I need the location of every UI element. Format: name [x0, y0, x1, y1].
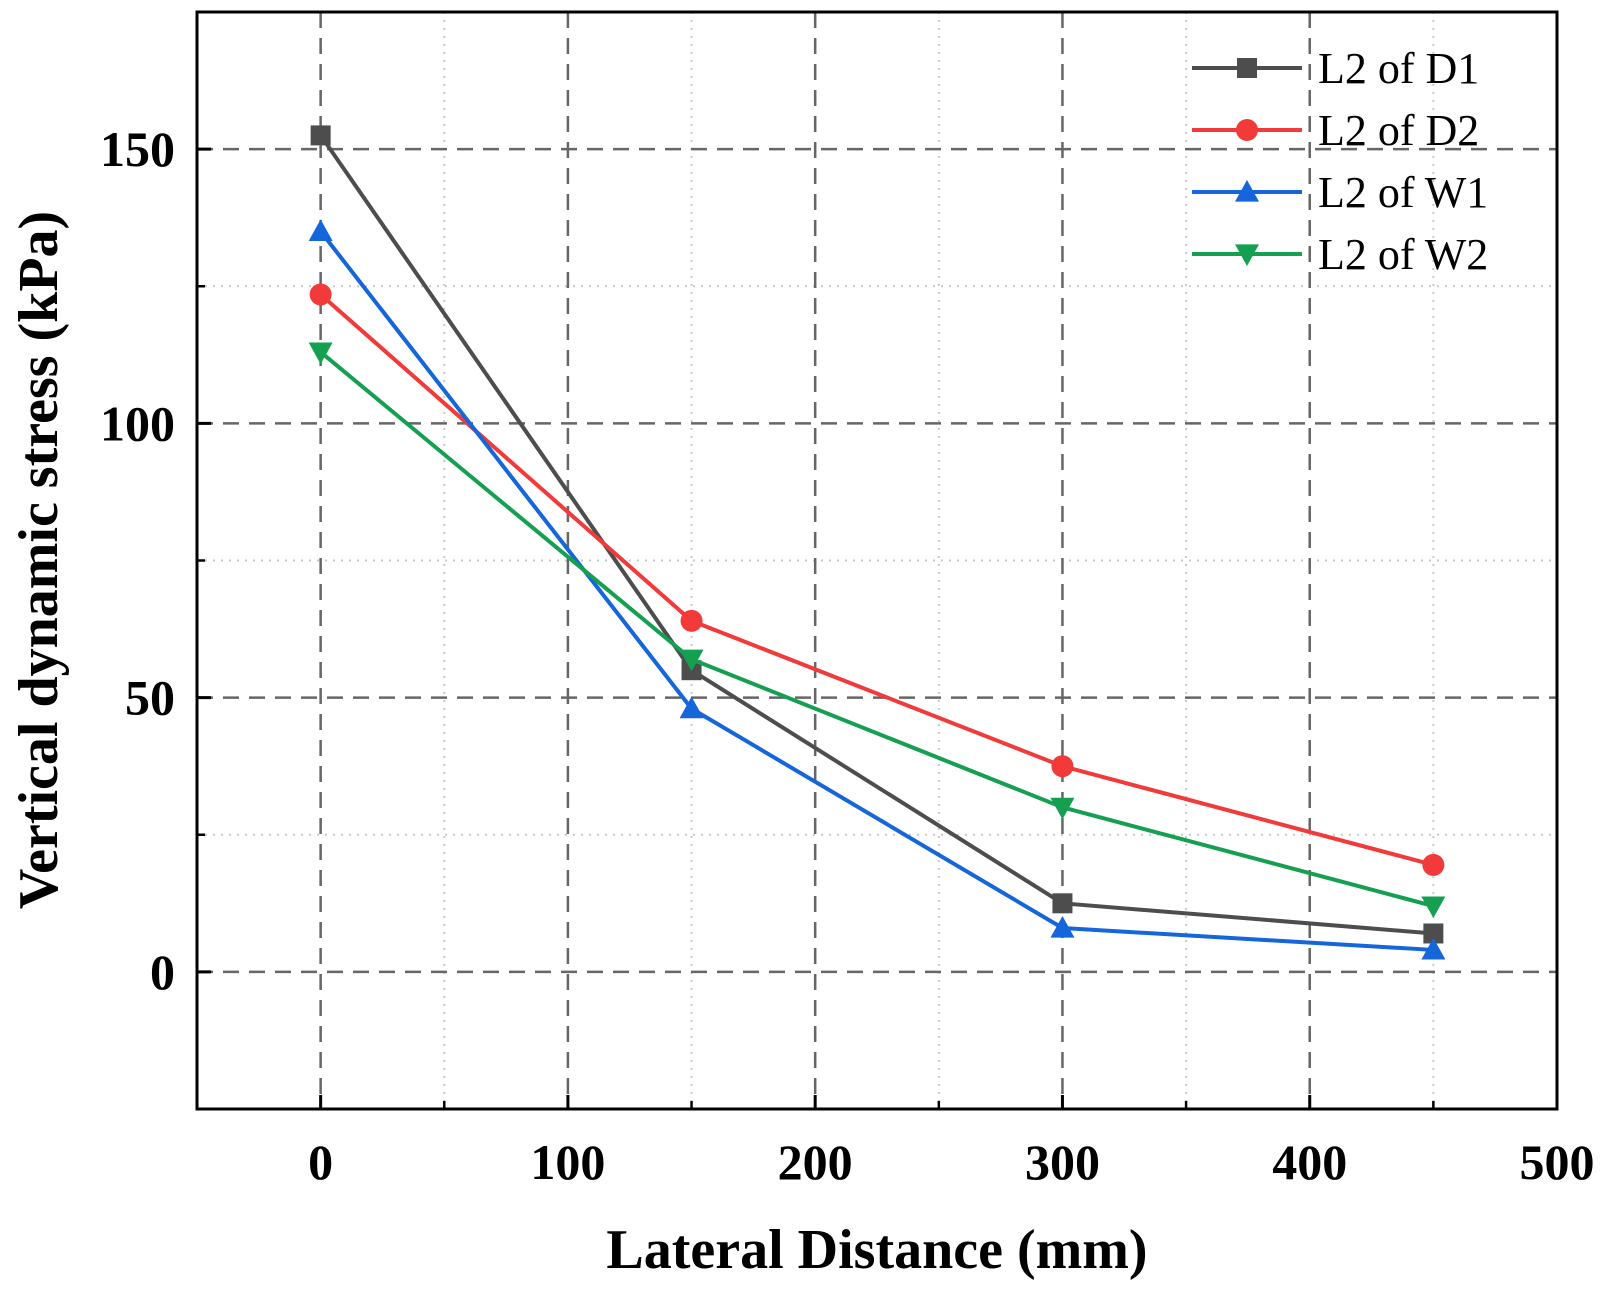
legend-label: L2 of D1: [1318, 44, 1479, 93]
legend-label: L2 of D2: [1318, 106, 1479, 155]
data-point: [679, 649, 704, 672]
legend-entry: L2 of D1: [1192, 44, 1479, 93]
data-point: [308, 219, 333, 241]
data-point: [308, 342, 333, 365]
data-point: [1050, 915, 1075, 938]
x-tick-label: 0: [308, 1134, 333, 1190]
grid-layer: [197, 12, 1557, 1109]
y-tick-label: 100: [100, 395, 175, 451]
legend-marker: [1235, 244, 1259, 266]
series-3: [308, 219, 1446, 960]
legend-marker: [1236, 119, 1258, 141]
data-point: [1423, 923, 1444, 944]
data-point: [1052, 893, 1073, 914]
data-point: [1421, 896, 1446, 919]
data-point: [310, 125, 331, 146]
series-line: [319, 292, 1434, 867]
data-point: [1051, 755, 1074, 778]
series-layer: [308, 125, 1446, 960]
data-point: [309, 283, 332, 306]
data-point: [1422, 853, 1445, 876]
x-tick-label: 300: [1025, 1134, 1100, 1190]
data-point: [679, 696, 704, 719]
legend-entry: L2 of D2: [1192, 106, 1479, 155]
x-tick-label: 500: [1520, 1134, 1595, 1190]
series-4: [308, 342, 1446, 919]
series-line: [319, 230, 1434, 952]
y-tick-label: 0: [150, 944, 175, 1000]
series-line: [318, 134, 1434, 936]
data-point: [680, 609, 703, 632]
data-point: [1050, 797, 1075, 820]
y-tick-label: 150: [100, 121, 175, 177]
data-point: [1421, 937, 1446, 960]
legend-entry: L2 of W1: [1192, 168, 1488, 217]
legend-label: L2 of W2: [1318, 230, 1488, 279]
x-tick-label: 100: [530, 1134, 605, 1190]
x-tick-label: 200: [778, 1134, 853, 1190]
x-axis-title: Lateral Distance (mm): [606, 1219, 1147, 1281]
x-tick-label: 400: [1272, 1134, 1347, 1190]
legend-label: L2 of W1: [1318, 168, 1488, 217]
series-line: [319, 350, 1434, 908]
y-tick-label: 50: [125, 670, 175, 726]
series-1: [310, 125, 1444, 944]
legend-marker: [1235, 180, 1259, 202]
legend-marker: [1237, 58, 1257, 78]
y-axis-title: Vertical dynamic stress (kPa): [8, 211, 70, 909]
series-2: [309, 283, 1445, 876]
legend-entry: L2 of W2: [1192, 230, 1488, 279]
legend: L2 of D1 L2 of D2 L2 of W1 L2 of W2: [1192, 44, 1488, 279]
tick-layer: 0 100 200 300 400 500 0 50 100 150: [100, 121, 1595, 1190]
